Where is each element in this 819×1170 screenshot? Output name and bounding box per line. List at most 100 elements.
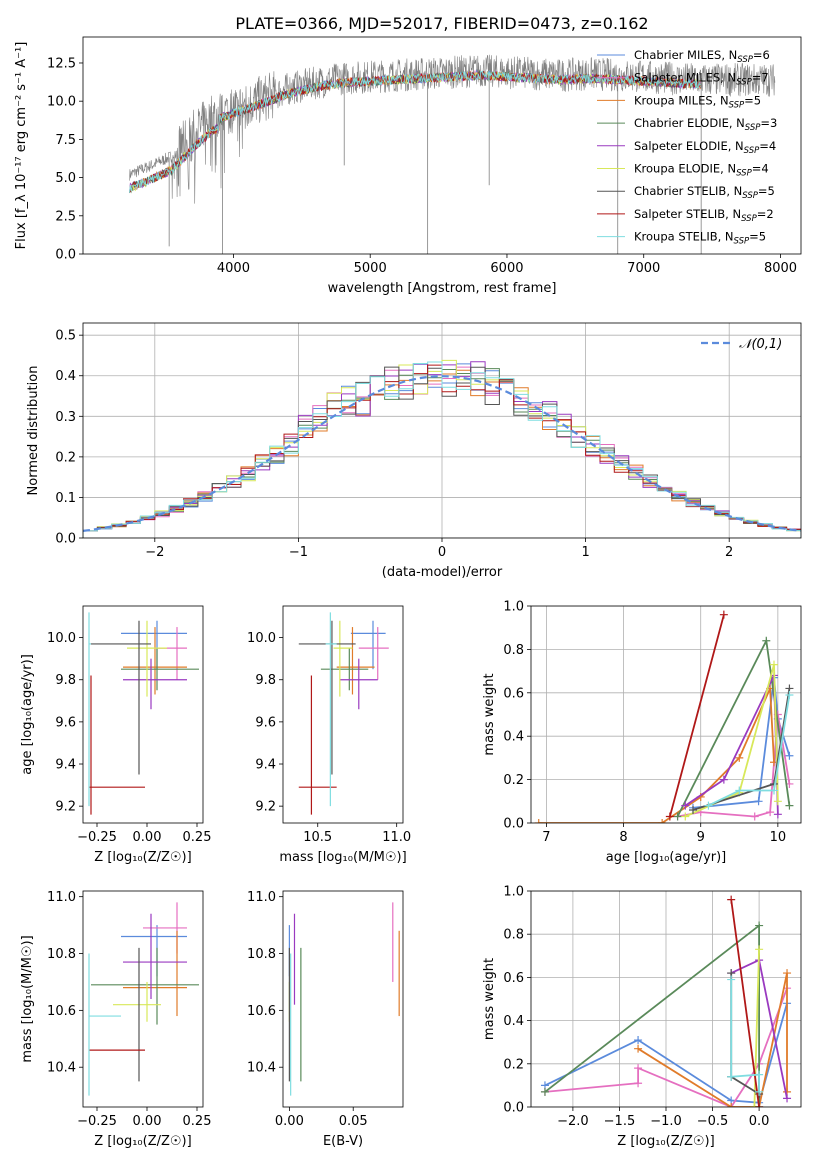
x-tick-label: 7000 (627, 261, 660, 276)
data-point-marker (755, 1087, 764, 1096)
y-axis-label: mass weight (482, 673, 497, 755)
data-point-marker (754, 797, 763, 806)
legend-entry: Salpeter STELIB, NSSP=2 (634, 207, 774, 224)
mass-weight-line (730, 979, 760, 1092)
y-tick-label: 11.0 (47, 890, 76, 905)
x-tick-label: 0.00 (133, 830, 162, 845)
y-tick-label: 0.3 (55, 410, 76, 425)
axes-frame (82, 890, 204, 1108)
y-tick-label: 0.8 (503, 928, 524, 943)
data-point-marker (681, 801, 690, 810)
x-tick-label: −2 (145, 545, 164, 560)
data-point-marker (540, 1087, 549, 1096)
data-point-marker (634, 1036, 643, 1045)
data-point-marker (773, 810, 782, 819)
legend-entry: Chabrier ELODIE, NSSP=3 (634, 116, 777, 133)
model-spectrum-line (129, 70, 701, 193)
y-tick-label: 9.4 (255, 758, 276, 773)
x-tick-label: 0.25 (183, 1114, 212, 1129)
mass-weight-line (544, 923, 760, 1107)
x-tick-label: 2 (725, 545, 733, 560)
figure-title: PLATE=0366, MJD=52017, FIBERID=0473, z=0… (235, 14, 648, 33)
y-tick-label: 7.5 (55, 133, 76, 148)
data-point-marker (658, 819, 667, 823)
data-point-marker (634, 1044, 643, 1053)
y-tick-label: 0.0 (55, 532, 76, 547)
mass-weight-line (637, 972, 788, 1107)
axes-frame (282, 890, 404, 1108)
y-tick-label: 1.0 (503, 600, 524, 615)
model-spectrum-line (129, 71, 701, 193)
data-point-marker (750, 812, 759, 821)
x-axis-label: E(B-V) (323, 1134, 363, 1149)
data-point-marker (755, 921, 764, 930)
x-tick-label: 0.0 (749, 1114, 770, 1129)
x-axis-label: Z [log₁₀(Z/Z☉)] (617, 1134, 714, 1149)
axes-frame (82, 322, 802, 539)
x-tick-label: −0.25 (77, 830, 117, 845)
x-tick-label: 5000 (354, 261, 387, 276)
y-tick-label: 0.2 (503, 773, 524, 788)
y-axis-label: mass weight (482, 958, 497, 1040)
legend-entry: Kroupa MILES, NSSP=5 (634, 93, 761, 110)
data-point-marker (783, 1094, 792, 1103)
data-point-marker (762, 636, 771, 645)
y-tick-label: 10.0 (47, 631, 76, 646)
x-axis-label: mass [log₁₀(M/M☉)] (279, 850, 406, 865)
x-tick-label: −0.25 (77, 1114, 117, 1129)
y-axis-label: mass [log₁₀(M/M☉)] (20, 935, 35, 1062)
mass-weight-vs-age-panel: 7 8 9 10 0.0 0.2 0.4 0.6 0.8 1.0 age [log₁₀(age/yr… (482, 600, 802, 865)
y-tick-label: 9.2 (55, 800, 76, 815)
axes-frame (82, 36, 802, 255)
data-point-marker (785, 690, 794, 699)
y-tick-label: 10.0 (247, 631, 276, 646)
y-tick-label: 0.0 (503, 817, 524, 832)
data-point-marker (727, 895, 736, 904)
normal-distribution-curve (83, 375, 801, 532)
data-point-marker (785, 801, 794, 810)
model-spectrum-line (129, 71, 701, 194)
mass-weight-vs-metallicity-panel: −2.0 −1.5 −1.0 −0.5 0.0 0.0 0.2 0.4 0.6 0.8 1.0 Z [… (482, 885, 802, 1149)
x-tick-label: 9 (697, 830, 705, 845)
data-point-marker (770, 786, 778, 795)
legend-entry: Chabrier STELIB, NSSP=5 (634, 184, 775, 201)
mass-weight-line (669, 614, 725, 817)
legend-entry: 𝒩(0,1) (739, 337, 782, 352)
plot-area (88, 902, 199, 1096)
legend-entry: Salpeter MILES, NSSP=7 (634, 71, 769, 88)
y-tick-label: 10.8 (47, 947, 76, 962)
x-tick-label: −0.5 (697, 1114, 729, 1129)
data-point-marker (727, 1103, 736, 1107)
data-point-marker (665, 812, 674, 821)
axes-frame (82, 605, 204, 824)
y-tick-label: 11.0 (247, 890, 276, 905)
y-tick-label: 0.4 (503, 1014, 524, 1029)
data-point-marker (735, 753, 744, 762)
data-point-marker (719, 775, 728, 784)
y-tick-label: 2.5 (55, 209, 76, 224)
residuals-panel: −2 −1 0 1 2 0.0 0.1 0.2 0.3 0.4 0.5 (data-model)/er… (26, 322, 802, 580)
mass-vs-metallicity-panel: −0.25 0.00 0.25 10.4 10.6 10.8 11.0 Z [log₁₀(Z/… (20, 890, 211, 1149)
data-point-marker (704, 801, 713, 810)
x-tick-label: 0.25 (183, 830, 212, 845)
x-axis-label: (data-model)/error (382, 565, 503, 580)
x-axis-label: Z [log₁₀(Z/Z☉)] (94, 1134, 191, 1149)
age-vs-metallicity-panel: −0.25 0.00 0.25 9.2 9.4 9.6 9.8 10.0 Z [log₁₀(Z/… (20, 605, 212, 865)
y-tick-label: 5.0 (55, 171, 76, 186)
y-tick-label: 9.4 (55, 758, 76, 773)
data-point-marker (755, 945, 764, 954)
x-tick-label: 0.00 (133, 1114, 162, 1129)
data-point-marker (766, 808, 775, 817)
data-point-marker (783, 969, 792, 978)
mass-weight-line (538, 688, 775, 823)
x-tick-label: −1 (289, 545, 308, 560)
plot-area (288, 902, 400, 1096)
model-spectrum-line (129, 70, 701, 193)
plot-area (88, 612, 199, 815)
plot-area (298, 612, 389, 815)
data-point-marker (719, 610, 728, 619)
y-tick-label: 0.4 (503, 730, 524, 745)
y-tick-label: 9.6 (55, 715, 76, 730)
y-tick-label: 10.8 (247, 947, 276, 962)
